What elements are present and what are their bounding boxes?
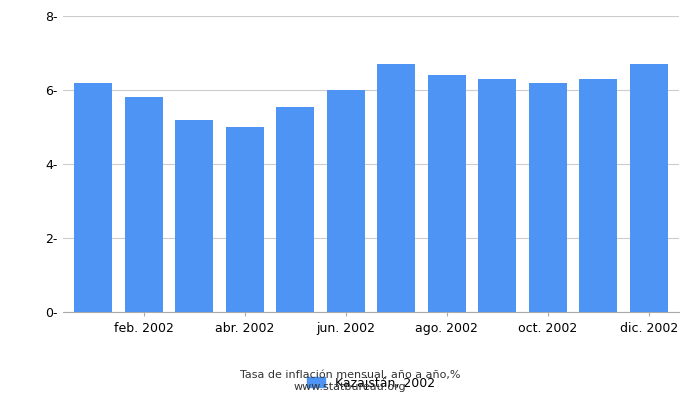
Bar <box>125 98 162 312</box>
Text: Tasa de inflación mensual, año a año,%: Tasa de inflación mensual, año a año,% <box>239 370 461 380</box>
Bar <box>528 83 567 312</box>
Text: www.statbureau.org: www.statbureau.org <box>294 382 406 392</box>
Legend: Kazajstán, 2002: Kazajstán, 2002 <box>302 372 440 394</box>
Bar <box>580 79 617 312</box>
Bar <box>377 64 415 312</box>
Bar <box>478 79 516 312</box>
Bar <box>226 127 264 312</box>
Bar <box>74 83 112 312</box>
Bar <box>327 90 365 312</box>
Bar <box>630 64 668 312</box>
Bar <box>428 75 466 312</box>
Bar <box>276 107 314 312</box>
Bar <box>175 120 214 312</box>
